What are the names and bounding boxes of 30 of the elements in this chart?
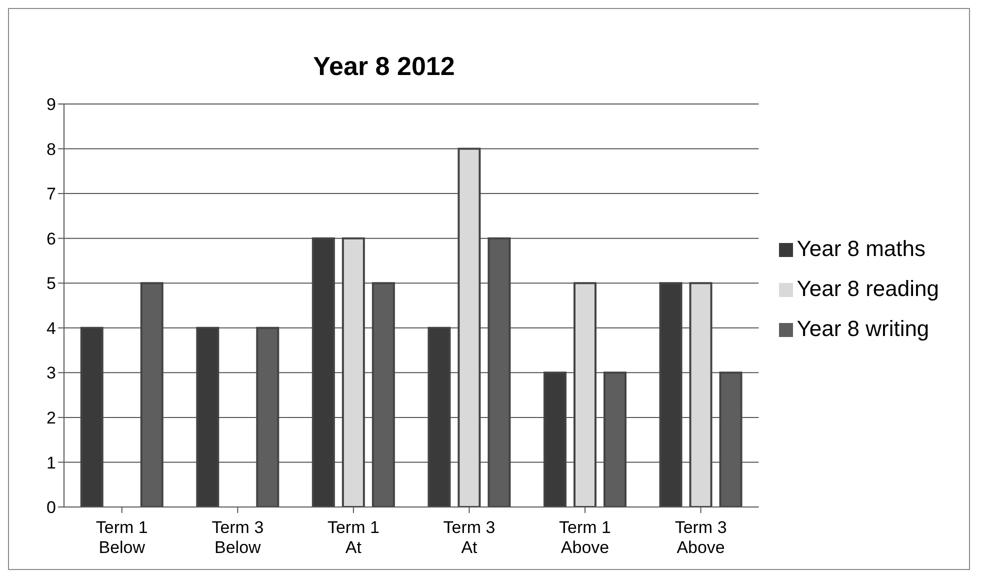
bar xyxy=(543,372,566,507)
chart-title: Year 8 2012 xyxy=(312,51,456,82)
legend-label: Year 8 reading xyxy=(796,276,939,301)
bar xyxy=(659,282,682,507)
bar xyxy=(342,237,365,507)
bar xyxy=(80,326,104,507)
bar xyxy=(312,237,335,507)
legend-label: Year 8 writing xyxy=(796,316,930,341)
y-tick-label: 4 xyxy=(46,318,56,338)
y-tick-label: 2 xyxy=(46,408,56,428)
y-tick-label: 3 xyxy=(46,364,56,383)
legend-label: Year 8 maths xyxy=(796,236,926,261)
x-tick-label: Term 3 Above xyxy=(674,518,727,557)
y-tick-label: 1 xyxy=(46,453,56,472)
y-tick-label: 8 xyxy=(46,140,56,159)
x-tick-label: Term 1 Below xyxy=(96,518,148,557)
y-tick-label: 9 xyxy=(46,95,56,114)
y-tick-label: 0 xyxy=(46,498,56,518)
bar xyxy=(196,326,220,507)
x-tick-label: Term 1 At xyxy=(327,518,380,557)
bar xyxy=(458,148,481,507)
bar xyxy=(573,282,596,507)
y-tick-label: 7 xyxy=(46,184,56,204)
y-tick-label: 5 xyxy=(46,274,56,294)
x-tick-label: Term 1 Above xyxy=(559,518,611,557)
x-tick-label: Term 3 At xyxy=(443,518,496,557)
y-tick-label: 6 xyxy=(46,229,56,248)
bar xyxy=(689,282,712,507)
x-tick-label: Term 3 Below xyxy=(212,518,264,557)
bar xyxy=(428,326,451,507)
